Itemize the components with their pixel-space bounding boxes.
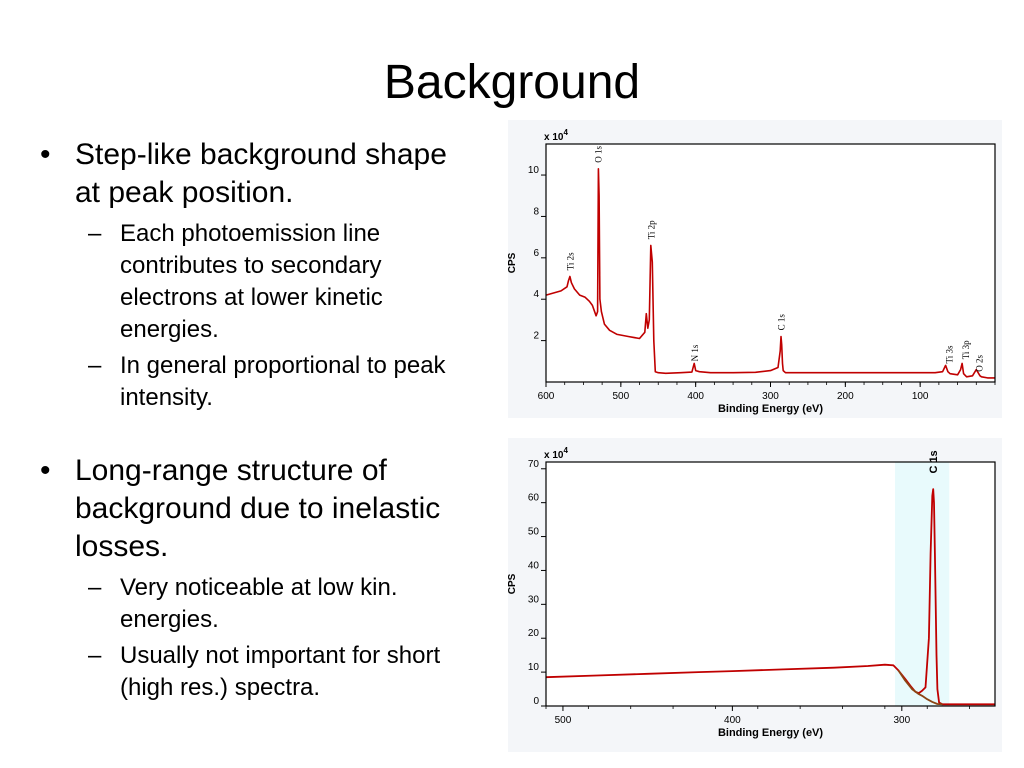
y-tick-label: 60 <box>528 493 540 504</box>
sub-bullet-text-line: energies. <box>120 606 219 633</box>
sub-bullet-marker: – <box>88 574 102 601</box>
y-tick-label: 70 <box>528 459 540 470</box>
bullet-marker: • <box>40 138 51 171</box>
y-tick-label: 4 <box>533 289 539 300</box>
y-tick-label: 0 <box>533 696 539 707</box>
bullet-marker: • <box>40 454 51 487</box>
x-tick-label: 300 <box>762 391 779 402</box>
peak-label: C 1s <box>777 314 787 331</box>
peak-label: Ti 3s <box>944 345 954 363</box>
bullet-text-line: background due to inelastic <box>75 492 441 525</box>
sub-bullet-text-line: electrons at lower kinetic <box>120 284 383 311</box>
bullet-item: • Step-like background shape at peak posit… <box>40 136 510 212</box>
x-tick-label: 500 <box>612 391 629 402</box>
sub-bullet-marker: – <box>88 352 102 379</box>
peak-label: N 1s <box>690 344 700 361</box>
y-tick-label: 50 <box>528 527 540 538</box>
chart-svg: 600 500 400 300 200 100 2 4 6 8 10 x 104 Binding Ene… <box>508 120 1002 418</box>
bullet-text-line: losses. <box>75 530 169 563</box>
x-tick-label: 400 <box>724 715 741 726</box>
x-tick-label: 100 <box>912 391 929 402</box>
bullet-list: • Step-like background shape at peak posit… <box>40 136 510 704</box>
bullet-item: • Long-range structure of background due t… <box>40 452 510 566</box>
y-tick-label: 8 <box>533 206 539 217</box>
series-line-1 <box>897 669 943 706</box>
plot-area <box>546 144 995 382</box>
x-tick-label: 400 <box>687 391 704 402</box>
bullet-text-line: at peak position. <box>75 176 294 209</box>
sub-bullet-text-line: intensity. <box>120 384 213 411</box>
survey-spectrum-chart: 600 500 400 300 200 100 2 4 6 8 10 x 104 Binding Ene… <box>508 120 1002 418</box>
y-tick-label: 20 <box>528 628 540 639</box>
chart-svg: 500 400 300 0 10 20 30 40 50 60 70 x 104 Binding Ene… <box>508 438 1002 752</box>
sub-bullet-marker: – <box>88 220 102 247</box>
x-axis-label: Binding Energy (eV) <box>718 727 823 739</box>
peak-label: O 1s <box>593 145 603 162</box>
sub-bullet-text-line: Usually not important for short <box>120 642 441 669</box>
x-tick-label: 200 <box>837 391 854 402</box>
y-axis-label: CPS <box>508 252 518 273</box>
sub-bullet-item: – In general proportional to peak intensit… <box>40 350 510 414</box>
peak-label: O 2s <box>974 354 984 371</box>
y-tick-label: 10 <box>528 662 540 673</box>
y-tick-label: 2 <box>533 331 539 342</box>
sub-bullet-text-line: (high res.) spectra. <box>120 674 321 701</box>
peak-label: C 1s <box>928 450 940 473</box>
y-multiplier-label: x 104 <box>544 446 568 461</box>
sub-bullet-item: – Usually not important for short (high re… <box>40 640 510 704</box>
y-multiplier-label: x 104 <box>544 128 568 143</box>
sub-bullet-marker: – <box>88 642 102 669</box>
sub-bullet-text-line: In general proportional to peak <box>120 352 446 379</box>
bullet-text-line: Step-like background shape <box>75 138 447 171</box>
sub-bullet-text-line: Each photoemission line <box>120 220 381 247</box>
sub-bullet-item: – Very noticeable at low kin. energies. <box>40 572 510 636</box>
plot-frame <box>545 461 996 707</box>
x-tick-label: 500 <box>555 715 572 726</box>
y-axis-label: CPS <box>508 573 518 594</box>
sub-bullet-text-line: Very noticeable at low kin. <box>120 574 398 601</box>
peak-label: Ti 2p <box>647 220 657 239</box>
y-tick-label: 10 <box>528 165 540 176</box>
x-tick-label: 600 <box>538 391 555 402</box>
series-line-0 <box>545 167 995 379</box>
peak-label: Ti 2s <box>566 252 576 270</box>
y-tick-label: 6 <box>533 248 539 259</box>
sub-bullet-item: – Each photoemission line contributes to s… <box>40 218 510 346</box>
y-tick-label: 40 <box>528 560 540 571</box>
sub-bullet-text-line: contributes to secondary <box>120 252 382 279</box>
slide-title: Background <box>383 56 641 109</box>
sub-bullet-text-line: energies. <box>120 316 219 343</box>
x-tick-label: 300 <box>893 715 910 726</box>
y-tick-label: 30 <box>528 594 540 605</box>
c1s-spectrum-chart: 500 400 300 0 10 20 30 40 50 60 70 x 104 Binding Ene… <box>508 438 1002 752</box>
x-axis-label: Binding Energy (eV) <box>718 403 823 415</box>
bullet-text-line: Long-range structure of <box>75 454 387 487</box>
highlight-region <box>895 462 950 706</box>
peak-label: Ti 3p <box>961 340 971 359</box>
